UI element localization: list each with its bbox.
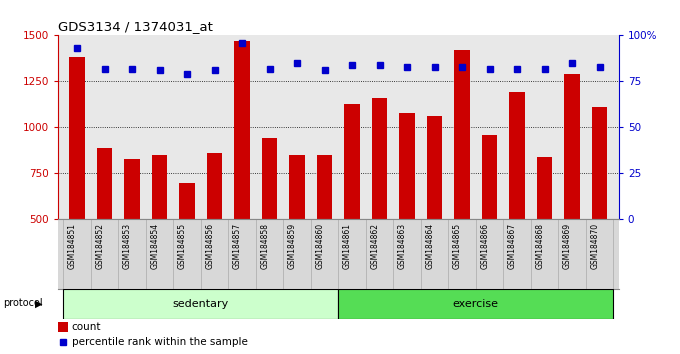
Text: GSM184855: GSM184855 — [178, 223, 187, 269]
Bar — [564, 74, 579, 219]
Text: GSM184861: GSM184861 — [343, 223, 352, 269]
Bar — [58, 322, 68, 332]
Text: GSM184863: GSM184863 — [398, 223, 407, 269]
Text: GSM184858: GSM184858 — [260, 223, 269, 269]
Bar — [482, 135, 497, 219]
Text: GSM184869: GSM184869 — [563, 223, 572, 269]
Text: GSM184859: GSM184859 — [288, 223, 297, 269]
Text: GSM184864: GSM184864 — [426, 223, 435, 269]
Bar — [124, 159, 139, 219]
Text: GSM184853: GSM184853 — [123, 223, 132, 269]
Text: sedentary: sedentary — [173, 298, 229, 309]
Bar — [454, 50, 470, 219]
Text: protocol: protocol — [3, 298, 43, 308]
Text: GDS3134 / 1374031_at: GDS3134 / 1374031_at — [58, 20, 213, 33]
Text: GSM184866: GSM184866 — [481, 223, 490, 269]
Text: GSM184865: GSM184865 — [453, 223, 462, 269]
Bar — [152, 155, 167, 219]
Bar — [509, 92, 524, 219]
Text: GSM184870: GSM184870 — [590, 223, 600, 269]
Text: GSM184860: GSM184860 — [316, 223, 324, 269]
Bar — [537, 157, 552, 219]
Text: count: count — [72, 322, 101, 332]
Bar — [69, 57, 84, 219]
Bar — [372, 98, 387, 219]
Text: percentile rank within the sample: percentile rank within the sample — [72, 337, 248, 348]
Text: GSM184856: GSM184856 — [205, 223, 215, 269]
Text: GSM184854: GSM184854 — [150, 223, 160, 269]
Bar — [180, 183, 194, 219]
Text: GSM184857: GSM184857 — [233, 223, 242, 269]
Text: GSM184867: GSM184867 — [508, 223, 517, 269]
Bar — [592, 107, 607, 219]
Bar — [262, 138, 277, 219]
Bar — [290, 155, 305, 219]
Text: GSM184851: GSM184851 — [68, 223, 77, 269]
FancyBboxPatch shape — [63, 289, 339, 319]
Bar — [399, 113, 415, 219]
Text: GSM184868: GSM184868 — [536, 223, 545, 269]
Text: exercise: exercise — [453, 298, 499, 309]
Bar — [97, 148, 112, 219]
Text: ▶: ▶ — [35, 298, 43, 308]
Bar — [207, 153, 222, 219]
Bar — [235, 41, 250, 219]
Bar — [427, 116, 442, 219]
Text: GSM184862: GSM184862 — [371, 223, 379, 269]
FancyBboxPatch shape — [339, 289, 613, 319]
Bar — [345, 103, 360, 219]
Bar — [317, 155, 332, 219]
Text: GSM184852: GSM184852 — [96, 223, 105, 269]
